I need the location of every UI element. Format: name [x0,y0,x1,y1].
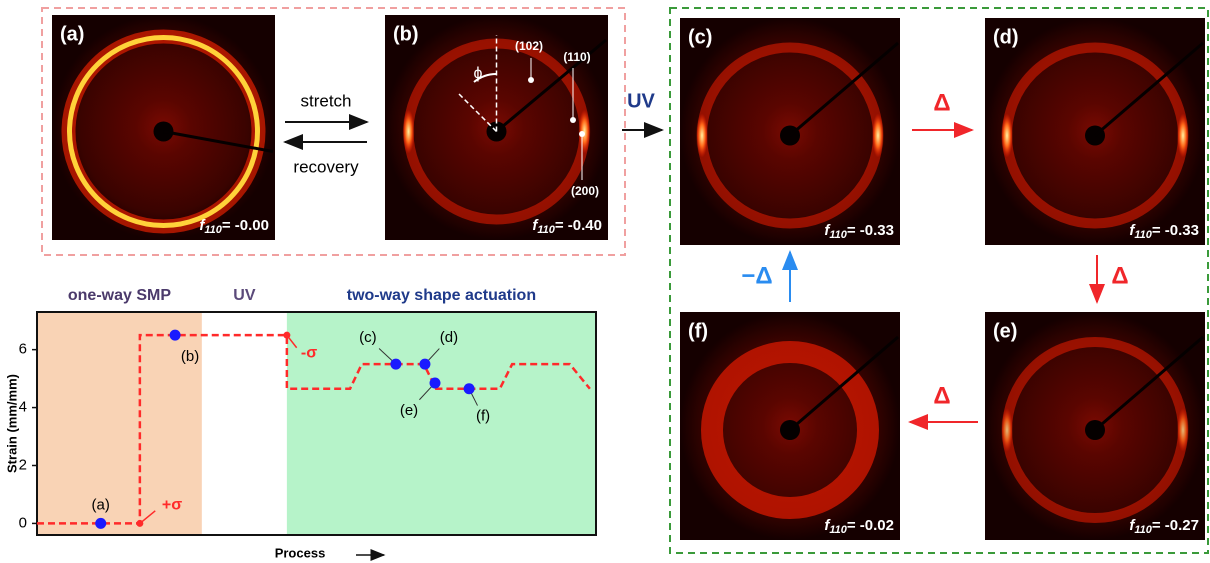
x-axis-label: Process [275,545,326,560]
region-label: two-way shape actuation [347,287,536,304]
annotation-dot [283,332,290,339]
point [430,377,441,388]
plane-label: (102) [515,39,543,53]
point-label: (e) [400,402,418,419]
equatorial-arc [1001,408,1013,452]
plane-label: (110) [563,50,590,64]
region-label: one-way SMP [68,287,171,304]
diffraction-panel: (c)f110= -0.33 [680,18,900,245]
panel-label: (b) [393,23,419,45]
arrow-label: Δ [933,382,950,409]
f-value: = -0.27 [1152,517,1199,534]
f-subscript: 110 [204,224,222,236]
region-label: UV [233,287,256,304]
marker [528,77,534,83]
point [390,359,401,370]
diffraction-panel: (a)f110= -0.00 [52,15,275,240]
arrow-label: stretch [300,91,351,110]
equatorial-arc [403,110,415,154]
arrow-label: −Δ [741,262,772,289]
figure: (a)f110= -0.00(b)f110= -0.40(c)f110= -0.… [0,0,1210,563]
f-value: = -0.02 [847,517,894,534]
marker [579,131,585,137]
panel-label: (e) [993,320,1017,342]
annotation-label: -σ [301,344,317,361]
diffraction-panel: (e)f110= -0.27 [985,312,1205,540]
panel-label: (a) [60,23,84,45]
y-axis-label: Strain (mm/mm) [4,374,19,473]
annotation-label: +σ [162,497,182,514]
f-subscript: 110 [829,229,847,241]
marker [570,117,576,123]
strain-chart: one-way SMP UV two-way shape actuation 0 2 4 6… [4,287,596,560]
point-label: (c) [359,329,377,346]
point-label: (f) [476,408,490,425]
phi-label: ϕ [474,65,483,82]
point [95,518,106,529]
f-subscript: 110 [537,224,555,236]
equatorial-arc [1177,408,1189,452]
point-label: (d) [440,329,458,346]
panel-label: (c) [688,26,712,48]
equatorial-arc [696,114,708,158]
panel-label: (f) [688,320,708,342]
f-value: = -0.40 [555,217,602,234]
y-tick-label: 4 [19,399,27,416]
equatorial-arc [1177,114,1189,158]
y-tick-label: 6 [19,341,27,358]
point [419,359,430,370]
f-subscript: 110 [1134,524,1152,536]
arrow-label: UV [627,90,655,112]
y-tick-label: 0 [19,514,27,531]
point-label: (b) [181,348,199,365]
diffraction-panel: (f)f110= -0.02 [680,312,900,540]
y-tick-label: 2 [19,456,27,473]
arrow-label: Δ [933,89,950,116]
equatorial-arc [1001,114,1013,158]
annotation-dot [136,520,143,527]
f-value: = -0.00 [222,217,269,234]
equatorial-arc [579,110,591,154]
equatorial-arc [872,114,884,158]
f-value: = -0.33 [847,222,894,239]
arrow-label: recovery [293,157,359,176]
f-subscript: 110 [1134,229,1152,241]
diffraction-panel: (d)f110= -0.33 [985,18,1205,245]
point-label: (a) [92,496,110,513]
f-subscript: 110 [829,524,847,536]
point [170,330,181,341]
point [464,383,475,394]
region [202,312,287,535]
f-value: = -0.33 [1152,222,1199,239]
panel-label: (d) [993,26,1019,48]
arrow-label: Δ [1111,262,1128,289]
plane-label: (200) [571,184,599,198]
